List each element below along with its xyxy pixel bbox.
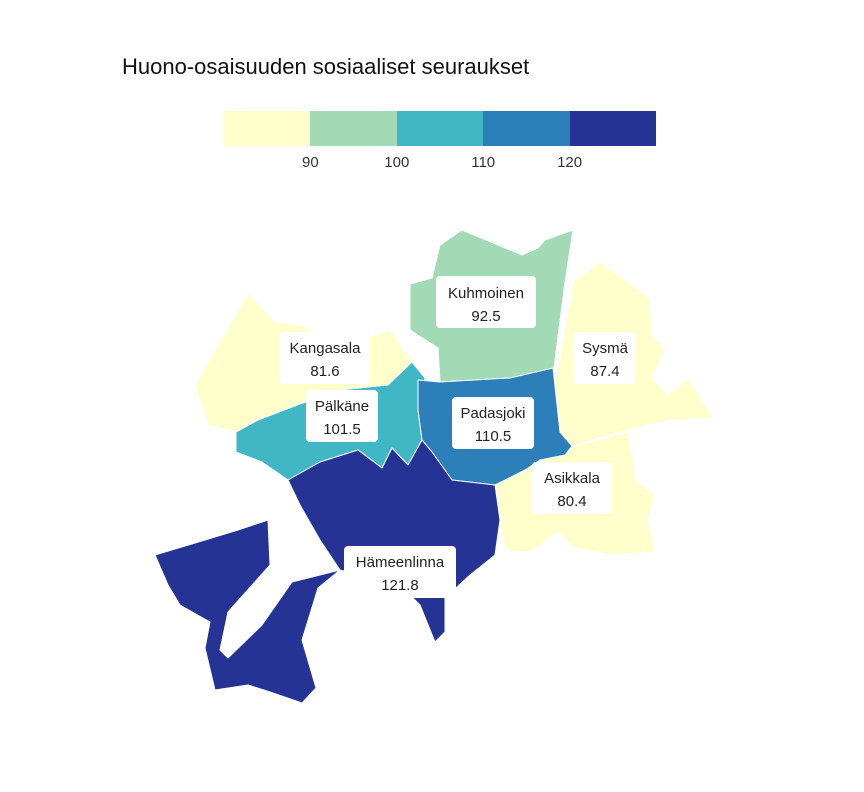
legend-tick-100: 100 [384, 154, 410, 171]
legend-swatch-4 [483, 111, 570, 146]
label-palkane: Pälkäne 101.5 [306, 390, 378, 442]
legend-swatch-2 [310, 111, 397, 146]
label-hameenlinna-name: Hämeenlinna [356, 554, 445, 571]
color-legend: 90 100 110 120 [224, 111, 656, 171]
label-kangasala-name: Kangasala [290, 340, 362, 357]
label-kuhmoinen-name: Kuhmoinen [448, 285, 524, 302]
label-padasjoki: Padasjoki 110.5 [452, 397, 534, 449]
label-asikkala: Asikkala 80.4 [532, 462, 612, 514]
label-sysma: Sysmä 87.4 [574, 332, 636, 384]
label-hameenlinna-value: 121.8 [381, 577, 419, 594]
label-asikkala-value: 80.4 [557, 493, 586, 510]
legend-tick-120: 120 [557, 154, 583, 171]
label-kuhmoinen: Kuhmoinen 92.5 [436, 276, 536, 328]
legend-swatch-5 [569, 111, 656, 146]
label-asikkala-name: Asikkala [544, 470, 601, 487]
legend-swatch-1 [224, 111, 311, 146]
label-palkane-name: Pälkäne [315, 398, 369, 415]
region-hameenlinna[interactable] [154, 439, 501, 704]
legend-tick-90: 90 [302, 154, 319, 171]
label-sysma-name: Sysmä [582, 340, 629, 357]
map-title: Huono-osaisuuden sosiaaliset seuraukset [122, 54, 530, 79]
label-kangasala: Kangasala 81.6 [280, 332, 370, 384]
label-kuhmoinen-value: 92.5 [471, 308, 500, 325]
label-hameenlinna: Hämeenlinna 121.8 [344, 546, 456, 598]
label-padasjoki-name: Padasjoki [460, 405, 525, 422]
legend-tick-110: 110 [471, 154, 496, 171]
label-palkane-value: 101.5 [323, 421, 361, 438]
label-sysma-value: 87.4 [590, 363, 619, 380]
label-padasjoki-value: 110.5 [475, 428, 511, 445]
legend-swatch-3 [396, 111, 484, 146]
label-kangasala-value: 81.6 [310, 363, 339, 380]
